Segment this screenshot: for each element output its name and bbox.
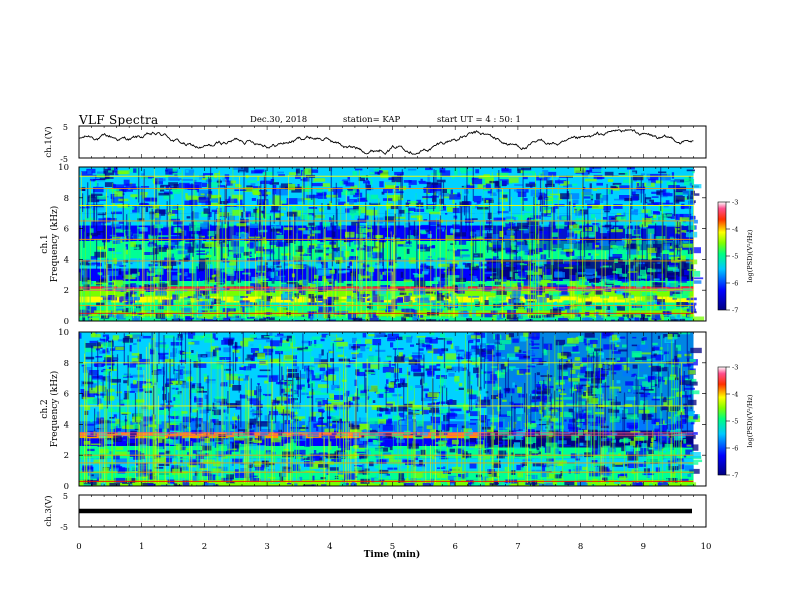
- ch1-waveform-panel: 5 -5 ch.1(V): [43, 123, 707, 164]
- freq-tick-10: 10: [58, 328, 69, 338]
- ch2-freq-ticks: 0 2 4 6 8 10: [58, 328, 706, 492]
- ch1-freq-ticks: 0 2 4 6 8 10: [58, 163, 706, 327]
- freq-tick-0: 0: [64, 482, 69, 492]
- ch1-waveform-ylabel: ch.1(V): [43, 126, 54, 157]
- ch1-colorbar-label: log(PSD)(V²/Hz): [746, 229, 754, 282]
- freq-tick-8: 8: [64, 194, 69, 204]
- ch2-spectrogram-image: [79, 332, 703, 486]
- freq-tick-4: 4: [64, 255, 69, 265]
- colorbar-tick--4: -4: [732, 391, 738, 399]
- colorbar-tick--6: -6: [732, 280, 738, 288]
- ch1-spectrogram-panel: 0 2 4 6 8 10 ch.1 Frequency (kHz): [40, 163, 707, 327]
- freq-tick-8: 8: [64, 359, 69, 369]
- time-tick-7: 7: [515, 542, 520, 552]
- time-tick-2: 2: [202, 542, 207, 552]
- colorbar-tick--5: -5: [732, 418, 738, 426]
- time-tick-8: 8: [578, 542, 583, 552]
- ch3-ytick-bottom: -5: [60, 523, 68, 532]
- freq-tick-2: 2: [64, 286, 69, 296]
- ch1-colorbar: -3 -4 -5 -6 -7 log(PSD)(V²/Hz): [717, 199, 754, 315]
- freq-tick-2: 2: [64, 451, 69, 461]
- freq-tick-6: 6: [64, 390, 69, 400]
- date-label: Dec.30, 2018: [250, 115, 308, 125]
- time-tick-9: 9: [641, 542, 646, 552]
- time-tick-0: 0: [76, 542, 81, 552]
- colorbar-tick--6: -6: [732, 445, 738, 453]
- ch3-ytick-top: 5: [63, 492, 68, 501]
- ch1-ytick-top: 5: [63, 123, 68, 132]
- ch1-waveform-line: [78, 129, 694, 155]
- time-axis: 0 1 2 3 4 5 6 7 8 9 10: [76, 126, 711, 552]
- colorbar-tick--3: -3: [732, 364, 738, 372]
- ch1-colorbar-gradient: [717, 201, 727, 311]
- time-tick-5: 5: [390, 542, 395, 552]
- colorbar-tick--7: -7: [732, 307, 738, 315]
- time-tick-3: 3: [264, 542, 269, 552]
- time-axis-label: Time (min): [364, 549, 421, 560]
- ch2-colorbar-label: log(PSD)(V²/Hz): [746, 394, 754, 447]
- colorbar-tick--4: -4: [732, 226, 738, 234]
- time-tick-1: 1: [139, 542, 144, 552]
- time-tick-6: 6: [452, 542, 457, 552]
- time-tick-4: 4: [327, 542, 332, 552]
- chart-title: VLF Spectra: [79, 113, 159, 127]
- ch1-waveform-frame: [78, 125, 707, 159]
- freq-tick-10: 10: [58, 163, 69, 173]
- colorbar-tick--7: -7: [732, 472, 738, 480]
- ch1-colorbar-ticks: -3 -4 -5 -6 -7: [726, 199, 738, 315]
- station-label: station= KAP: [343, 115, 401, 125]
- ch2-channel-label: ch.2: [40, 399, 50, 418]
- ch2-freq-ylabel: Frequency (kHz): [49, 371, 60, 448]
- ch2-colorbar: -3 -4 -5 -6 -7 log(PSD)(V²/Hz): [717, 364, 754, 480]
- freq-tick-0: 0: [64, 317, 69, 327]
- freq-tick-4: 4: [64, 420, 69, 430]
- start-time-label: start UT = 4 : 50: 1: [437, 115, 521, 125]
- ch1-ytick-bottom: -5: [60, 155, 68, 164]
- ch1-channel-label: ch.1: [40, 234, 50, 253]
- freq-tick-6: 6: [64, 225, 69, 235]
- colorbar-tick--3: -3: [732, 199, 738, 207]
- ch3-waveform-ylabel: ch.3(V): [43, 495, 54, 526]
- time-tick-10: 10: [701, 542, 712, 552]
- ch2-spectrogram-panel: 0 2 4 6 8 10 ch.2 Frequency (kHz): [40, 328, 707, 492]
- ch1-freq-ylabel: Frequency (kHz): [49, 206, 60, 283]
- ch2-colorbar-gradient: [717, 366, 727, 476]
- ch2-colorbar-ticks: -3 -4 -5 -6 -7: [726, 364, 738, 480]
- colorbar-tick--5: -5: [732, 253, 738, 261]
- ch3-waveform-panel: 5 -5 ch.3(V): [43, 492, 707, 532]
- ch1-spectrogram-image: [79, 167, 705, 321]
